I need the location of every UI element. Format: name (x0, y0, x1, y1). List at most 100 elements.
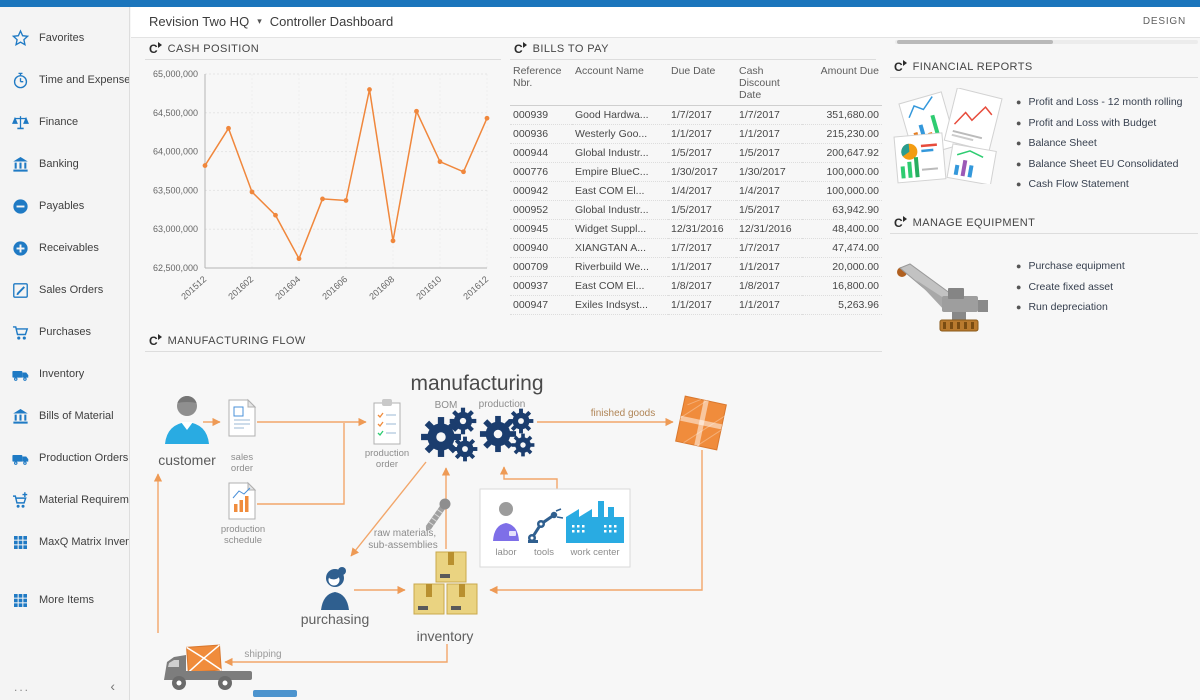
svg-text:201608: 201608 (367, 274, 396, 302)
bullet-icon: ● (1016, 97, 1022, 107)
financial-report-link[interactable]: ● Balance Sheet (1016, 137, 1183, 149)
refresh-icon[interactable]: C (514, 41, 527, 56)
sidebar-item-label: Finance (39, 116, 79, 128)
bullet-icon: ● (1016, 117, 1022, 128)
tools-icon[interactable] (528, 508, 564, 543)
column-header[interactable]: Cash Discount Date (736, 62, 802, 106)
financial-report-link[interactable]: ● Profit and Loss - 12 month rolling (1016, 96, 1183, 108)
bullet-icon: ● (1016, 281, 1022, 292)
column-header[interactable]: Due Date (668, 62, 736, 106)
equipment-link[interactable]: ● Create fixed asset (1016, 281, 1125, 293)
purchasing-icon[interactable] (321, 567, 349, 610)
table-cell: 12/31/2016 (736, 219, 802, 239)
plus-circle-icon (13, 240, 28, 256)
work-center-icon[interactable] (566, 501, 624, 543)
header-bar: Revision Two HQ ▾ Controller Dashboard D… (131, 7, 1200, 38)
reference-link[interactable]: 000776 (510, 162, 572, 182)
reference-link[interactable]: 000937 (510, 276, 572, 296)
sidebar-item-label: Material Requirem... (39, 494, 129, 506)
sidebar-item-payables[interactable]: Payables (0, 185, 129, 227)
sidebar-item-purchases[interactable]: Purchases (0, 311, 129, 353)
table-row: 000944 Global Industr... 1/5/2017 1/5/2017 2… (510, 143, 882, 163)
sidebar-item-sales-orders[interactable]: Sales Orders (0, 269, 129, 311)
sidebar-more-icon[interactable]: ... (14, 680, 31, 694)
refresh-icon[interactable]: C (894, 59, 907, 74)
reference-link[interactable]: 000944 (510, 143, 572, 163)
equipment-link[interactable]: ● Purchase equipment (1016, 260, 1125, 272)
table-row: 000947 Exiles Indsyst... 1/1/2017 1/1/2017 5… (510, 295, 882, 315)
table-cell: 1/7/2017 (736, 238, 802, 258)
table-cell: 1/4/2017 (736, 181, 802, 201)
table-cell: 351,680.00 (802, 105, 882, 125)
reference-link[interactable]: 000709 (510, 257, 572, 277)
reference-link[interactable]: 000939 (510, 105, 572, 125)
manage-equipment-widget: C MANAGE EQUIPMENT ● Purchase equipment ● C… (890, 212, 1198, 340)
financial-report-link[interactable]: ● Profit and Loss with Budget (1016, 117, 1183, 129)
reference-link[interactable]: 000940 (510, 238, 572, 258)
bank-icon (13, 156, 28, 172)
table-cell: 1/5/2017 (668, 200, 736, 220)
sidebar-item-material-requirements[interactable]: Material Requirem... (0, 479, 129, 521)
sidebar-item-favorites[interactable]: Favorites (0, 17, 129, 59)
sidebar-item-time-and-expenses[interactable]: Time and Expenses (0, 59, 129, 101)
production-label: production (479, 399, 526, 410)
sidebar-item-more-items[interactable]: More Items (0, 579, 129, 621)
widget-title: CASH POSITION (167, 42, 260, 55)
production-gears-icon[interactable] (479, 408, 535, 457)
sidebar-item-receivables[interactable]: Receivables (0, 227, 129, 269)
scrollbar-thumb[interactable] (897, 40, 1053, 44)
production-schedule-icon[interactable] (228, 481, 257, 520)
svg-text:order: order (376, 459, 398, 470)
svg-text:sub-assemblies: sub-assemblies (368, 540, 437, 551)
column-header[interactable]: Reference Nbr. (510, 62, 572, 106)
production-order-icon[interactable] (373, 399, 401, 445)
sidebar-item-maxq-matrix-inventory[interactable]: MaxQ Matrix Invent... (0, 521, 129, 563)
flow-hscrollbar-thumb[interactable] (253, 690, 297, 697)
sidebar-item-inventory[interactable]: Inventory (0, 353, 129, 395)
customer-icon[interactable] (165, 396, 209, 444)
column-header[interactable]: Amount Due (802, 62, 882, 106)
sidebar-item-production-orders[interactable]: Production Orders (0, 437, 129, 479)
link-label: Profit and Loss - 12 month rolling (1028, 96, 1183, 108)
reference-link[interactable]: 000945 (510, 219, 572, 239)
table-cell: Exiles Indsyst... (572, 295, 668, 315)
refresh-icon[interactable]: C (894, 215, 907, 230)
top-accent-bar (0, 0, 1200, 7)
bills-table: Reference Nbr. Account Name Due Date Cash D… (510, 62, 882, 315)
reference-link[interactable]: 000936 (510, 124, 572, 144)
reference-link[interactable]: 000952 (510, 200, 572, 220)
reference-link[interactable]: 000942 (510, 181, 572, 201)
sidebar-item-bills-of-material[interactable]: Bills of Material (0, 395, 129, 437)
table-cell: 1/8/2017 (736, 276, 802, 296)
svg-text:63,000,000: 63,000,000 (153, 224, 198, 234)
chevron-down-icon[interactable]: ▾ (257, 16, 262, 26)
sidebar-item-label: Sales Orders (39, 284, 104, 296)
finished-goods-box-icon[interactable] (675, 395, 731, 451)
design-button[interactable]: DESIGN (1142, 16, 1186, 27)
refresh-icon[interactable]: C (149, 333, 162, 348)
shipping-truck-icon[interactable] (164, 644, 252, 690)
table-cell: 1/5/2017 (736, 143, 802, 163)
column-header[interactable]: Account Name (572, 62, 668, 106)
star-icon (12, 29, 29, 45)
table-cell: 5,263.96 (802, 295, 882, 315)
bom-gears-icon[interactable] (421, 407, 478, 462)
sidebar-item-label: More Items (39, 594, 95, 606)
financial-report-link[interactable]: ● Cash Flow Statement (1016, 178, 1183, 190)
labor-label: labor (495, 547, 516, 558)
sidebar-collapse-icon[interactable]: ‹ (110, 678, 115, 694)
labor-icon[interactable] (493, 502, 519, 541)
equipment-link[interactable]: ● Run depreciation (1016, 301, 1125, 313)
inventory-boxes-icon[interactable] (413, 551, 478, 615)
sales-order-icon[interactable] (228, 398, 257, 437)
svg-text:schedule: schedule (224, 535, 262, 546)
branch-selector[interactable]: Revision Two HQ (149, 14, 250, 29)
sidebar-item-finance[interactable]: Finance (0, 101, 129, 143)
reference-link[interactable]: 000947 (510, 295, 572, 315)
svg-text:64,000,000: 64,000,000 (153, 147, 198, 157)
right-panel-scrollbar[interactable] (895, 40, 1198, 44)
refresh-icon[interactable]: C (149, 41, 162, 56)
financial-report-link[interactable]: ● Balance Sheet EU Consolidated (1016, 158, 1183, 170)
sidebar-item-banking[interactable]: Banking (0, 143, 129, 185)
table-row: 000936 Westerly Goo... 1/1/2017 1/1/2017 215… (510, 124, 882, 144)
